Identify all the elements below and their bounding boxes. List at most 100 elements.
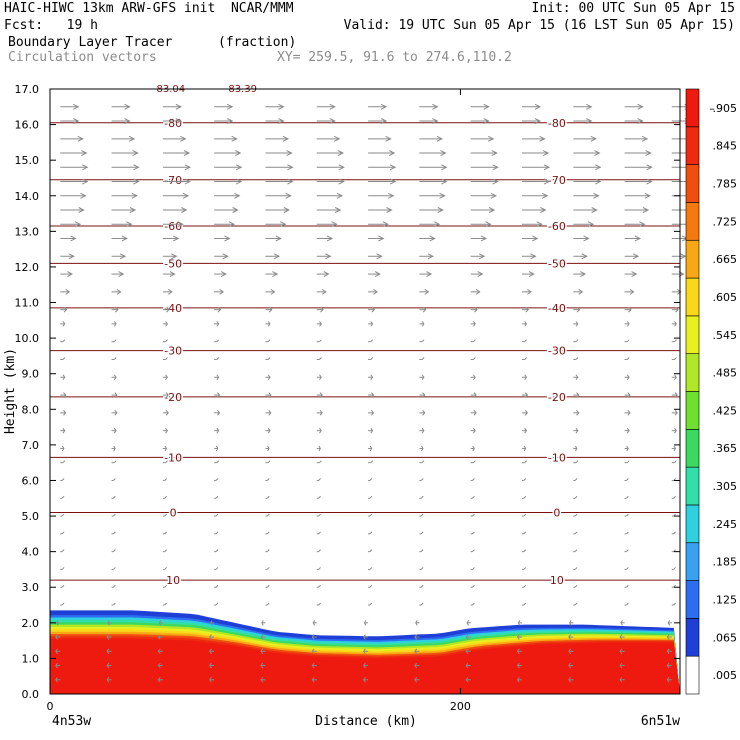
wind-vector — [516, 648, 522, 655]
wind-vector — [368, 531, 373, 535]
wind-vector-head — [121, 235, 128, 242]
wind-vector-head — [626, 602, 629, 606]
wind-vector — [56, 620, 61, 626]
wind-vector-head — [165, 357, 168, 360]
wind-vector — [624, 410, 631, 416]
wind-vector — [671, 602, 676, 606]
y-tick-label: 13.0 — [15, 225, 40, 238]
wind-vector-head — [673, 567, 676, 570]
wind-vector — [624, 602, 629, 606]
wind-vector-head — [106, 662, 110, 669]
wind-vector-head — [55, 676, 58, 683]
wind-vector — [470, 288, 481, 295]
wind-vector — [419, 357, 425, 360]
wind-vector — [111, 306, 119, 313]
wind-vector-head — [637, 118, 644, 124]
wind-vector-head — [433, 221, 441, 228]
wind-vector — [568, 662, 574, 669]
wind-vector — [573, 207, 598, 213]
wind-vector-head — [373, 288, 378, 295]
wind-vector-head — [165, 339, 168, 343]
wind-vector-head — [319, 460, 322, 464]
colorbar-label: .305 — [713, 480, 738, 493]
wind-vector-head — [114, 410, 118, 416]
wind-vector — [419, 445, 424, 452]
wind-vector-head — [472, 321, 476, 327]
wind-vector — [111, 321, 117, 327]
wind-vector-head — [73, 103, 80, 110]
wind-vector — [60, 321, 66, 327]
wind-vector-head — [338, 178, 345, 185]
wind-vector — [521, 584, 527, 588]
colorbar-swatch — [685, 618, 700, 657]
wind-vector-head — [534, 103, 542, 110]
wind-vector-head — [318, 513, 321, 517]
wind-vector-head — [586, 118, 593, 124]
wind-vector-head — [465, 676, 469, 683]
wind-vector — [55, 648, 61, 655]
wind-vector — [573, 150, 601, 157]
wind-vector-head — [56, 620, 59, 626]
wind-vector — [624, 357, 630, 360]
wind-vector — [419, 103, 439, 110]
wind-vector-head — [472, 427, 476, 434]
colorbar-swatch — [685, 655, 700, 695]
wind-vector — [111, 445, 116, 452]
wind-vector-head — [575, 321, 579, 327]
wind-vector — [111, 584, 116, 588]
wind-vector-head — [165, 321, 168, 327]
wind-vector — [316, 339, 322, 343]
wind-vector-head — [465, 634, 469, 640]
wind-vector-head — [362, 676, 366, 683]
wind-vector — [162, 150, 191, 157]
wind-vector-head — [527, 288, 532, 295]
wind-vector-head — [216, 339, 220, 343]
wind-vector — [157, 662, 163, 669]
wind-vector-head — [113, 531, 116, 535]
wind-vector-head — [133, 178, 140, 185]
wind-vector — [60, 150, 88, 157]
wind-vector — [671, 567, 676, 570]
wind-vector-head — [362, 662, 366, 669]
wind-vector — [60, 221, 82, 228]
wind-vector-head — [422, 410, 426, 416]
wind-vector — [316, 150, 344, 157]
colorbar-swatch — [685, 202, 700, 241]
y-tick-label: 4.0 — [22, 546, 40, 559]
wind-vector-head — [224, 235, 231, 242]
wind-vector-head — [267, 427, 271, 434]
wind-vector — [521, 410, 529, 416]
wind-vector — [368, 549, 373, 553]
wind-vector — [162, 445, 168, 452]
wind-vector-head — [432, 118, 439, 124]
wind-vector-head — [132, 150, 139, 157]
wind-vector — [470, 135, 495, 142]
wind-vector-head — [272, 271, 279, 278]
wind-vector — [470, 164, 499, 171]
wind-vector — [521, 135, 546, 142]
wind-vector-head — [595, 164, 602, 171]
wind-vector-head — [283, 207, 290, 213]
y-tick-label: 12.0 — [15, 261, 40, 274]
wind-vector — [521, 549, 527, 553]
colorbar-top-label: – — [709, 102, 715, 115]
wind-vector — [265, 460, 271, 464]
wind-vector-head — [82, 178, 89, 185]
isotherm-label: 10 — [166, 574, 180, 587]
wind-vector-head — [472, 478, 475, 481]
wind-vector — [265, 150, 293, 157]
wind-vector-head — [628, 306, 632, 313]
wind-vector-head — [164, 549, 168, 553]
wind-vector-head — [318, 567, 321, 570]
wind-vector-head — [114, 306, 119, 313]
wind-vector — [265, 306, 273, 313]
wind-vector-head — [432, 103, 439, 110]
wind-vector-head — [287, 164, 294, 171]
wind-vector — [111, 235, 128, 242]
wind-vector-head — [370, 321, 374, 327]
wind-vector — [265, 478, 270, 481]
wind-vector-head — [492, 178, 499, 185]
wind-vector — [162, 567, 168, 570]
wind-vector-head — [543, 178, 551, 185]
wind-vector-head — [278, 103, 285, 110]
